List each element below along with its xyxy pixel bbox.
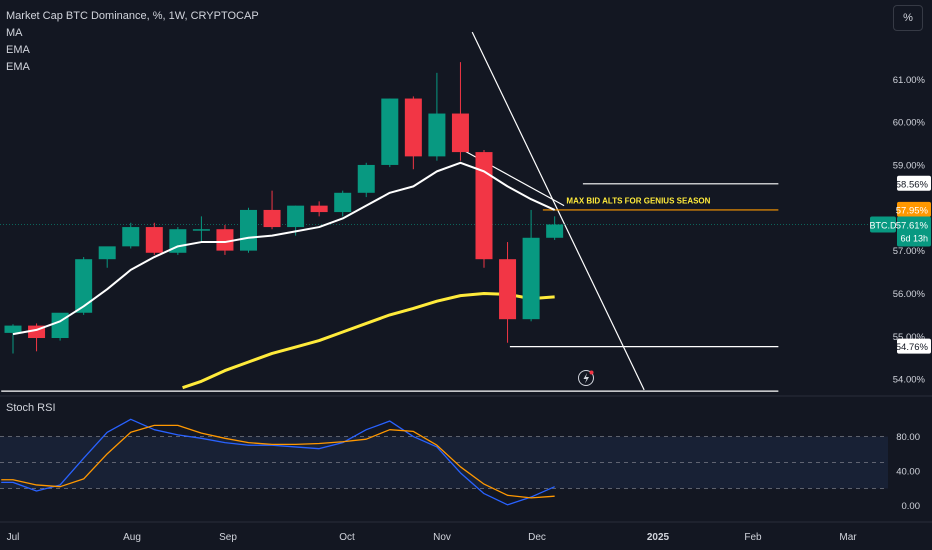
candle-body xyxy=(451,113,469,153)
candle-5[interactable] xyxy=(122,222,140,249)
flash-icon[interactable] xyxy=(578,370,594,386)
candle-body xyxy=(310,205,328,213)
flash-icon-bolt xyxy=(583,373,589,384)
percent-scale-button[interactable]: % xyxy=(893,5,923,31)
price-label-bg xyxy=(897,338,931,354)
legend-ma[interactable]: MA xyxy=(6,27,23,39)
current-price-badge[interactable]: 57.61% 6d 13h xyxy=(896,216,931,247)
price-tick-label: 59.00% xyxy=(893,160,926,171)
candle-16[interactable] xyxy=(381,98,399,168)
candle-22[interactable] xyxy=(522,209,540,322)
candle-23[interactable] xyxy=(546,216,564,240)
countdown-label: 6d 13h xyxy=(900,233,928,243)
candle-15[interactable] xyxy=(357,162,375,198)
price-tick-label: 55.00% xyxy=(893,332,926,343)
candle-body xyxy=(381,98,399,165)
price-tick-label: 54.00% xyxy=(893,375,926,386)
candle-body xyxy=(169,229,187,253)
chart-title[interactable]: Market Cap BTC Dominance, %, 1W, CRYPTOC… xyxy=(6,10,259,22)
ema-line[interactable] xyxy=(182,291,555,390)
rsi-tick-label: 0.00 xyxy=(902,501,921,512)
drawn-line-0[interactable] xyxy=(471,31,645,391)
candle-body xyxy=(546,224,564,238)
rsi-tick-label: 40.00 xyxy=(896,467,920,478)
candle-21[interactable] xyxy=(499,242,517,343)
candle-11[interactable] xyxy=(263,190,281,230)
candle-body xyxy=(357,164,375,193)
candle-7[interactable] xyxy=(169,227,187,255)
time-tick-label: 2025 xyxy=(647,532,670,543)
candle-body xyxy=(75,259,93,313)
symbol-badge[interactable]: BTC.D xyxy=(870,220,898,230)
candle-17[interactable] xyxy=(404,96,422,170)
candle-body xyxy=(499,259,517,320)
legend-ema-1[interactable]: EMA xyxy=(6,44,30,56)
candle-19[interactable] xyxy=(451,62,469,161)
candle-body xyxy=(240,209,257,251)
candle-body xyxy=(334,192,352,213)
stoch-rsi-pane: 80.00 40.00 0.00 xyxy=(0,395,932,512)
current-price-value: 57.61% xyxy=(896,220,929,231)
candle-body xyxy=(145,227,163,253)
candles xyxy=(4,62,564,354)
annotations: MAX BID ALTS FOR GENIUS SEASON xyxy=(566,197,710,206)
price-tick-label: 57.00% xyxy=(893,246,926,257)
candle-9[interactable] xyxy=(216,224,234,255)
time-tick-label: Nov xyxy=(433,532,451,543)
annotation-text[interactable]: MAX BID ALTS FOR GENIUS SEASON xyxy=(566,197,710,206)
time-tick-label: Oct xyxy=(339,532,355,543)
candle-body xyxy=(522,237,540,320)
alert-price-label[interactable]: 57.95% xyxy=(896,205,929,216)
time-tick-label: Aug xyxy=(123,532,141,543)
time-tick-label: Jul xyxy=(7,532,20,543)
drawn-lines xyxy=(0,31,888,392)
price-label-bg xyxy=(897,175,931,191)
candle-body xyxy=(428,113,446,157)
candle-8[interactable] xyxy=(192,216,210,243)
ma-series xyxy=(12,161,556,336)
legend-ema-2[interactable]: EMA xyxy=(6,61,30,73)
candle-body xyxy=(263,209,281,228)
ma-line[interactable] xyxy=(12,161,556,336)
axes: 61.00% 60.00% 59.00% 57.00% 56.00% 55.00% 54.0… xyxy=(0,75,932,543)
stoch-k-line[interactable] xyxy=(1,418,555,506)
level-price-label[interactable]: 54.76% xyxy=(896,342,929,353)
price-tick-label: 60.00% xyxy=(893,118,926,129)
candle-body xyxy=(475,152,493,260)
time-tick-label: Sep xyxy=(219,532,237,543)
chart-legend: Market Cap BTC Dominance, %, 1W, CRYPTOC… xyxy=(6,8,259,76)
candle-4[interactable] xyxy=(98,246,116,268)
candle-14[interactable] xyxy=(334,190,352,217)
level-price-label[interactable]: 58.56% xyxy=(896,179,929,190)
ema-series xyxy=(182,291,555,390)
candle-0[interactable] xyxy=(4,324,22,354)
candle-20[interactable] xyxy=(475,149,493,268)
price-tick-label: 61.00% xyxy=(893,75,926,86)
flash-icon-ring xyxy=(578,370,594,386)
time-tick-label: Dec xyxy=(528,532,546,543)
candle-body xyxy=(216,229,234,251)
rsi-tick-label: 80.00 xyxy=(896,432,920,443)
candle-6[interactable] xyxy=(145,222,163,255)
current-price-badge-bg xyxy=(897,216,931,247)
notification-dot xyxy=(589,370,594,375)
price-label-bg xyxy=(897,201,931,217)
symbol-badge-bg xyxy=(870,216,896,233)
price-tick-label: 56.00% xyxy=(893,289,926,300)
candle-body xyxy=(4,325,22,333)
time-tick-label: Feb xyxy=(744,532,762,543)
candle-body xyxy=(287,205,305,228)
stoch-d-line[interactable] xyxy=(1,424,555,499)
candle-body xyxy=(404,98,422,157)
stoch-rsi-label[interactable]: Stoch RSI xyxy=(6,402,56,414)
candle-body xyxy=(122,227,140,247)
candle-body xyxy=(98,246,116,260)
candle-18[interactable] xyxy=(428,72,446,161)
candle-body xyxy=(192,229,210,231)
time-tick-label: Mar xyxy=(839,532,857,543)
candle-10[interactable] xyxy=(240,207,257,253)
candle-13[interactable] xyxy=(310,201,328,217)
